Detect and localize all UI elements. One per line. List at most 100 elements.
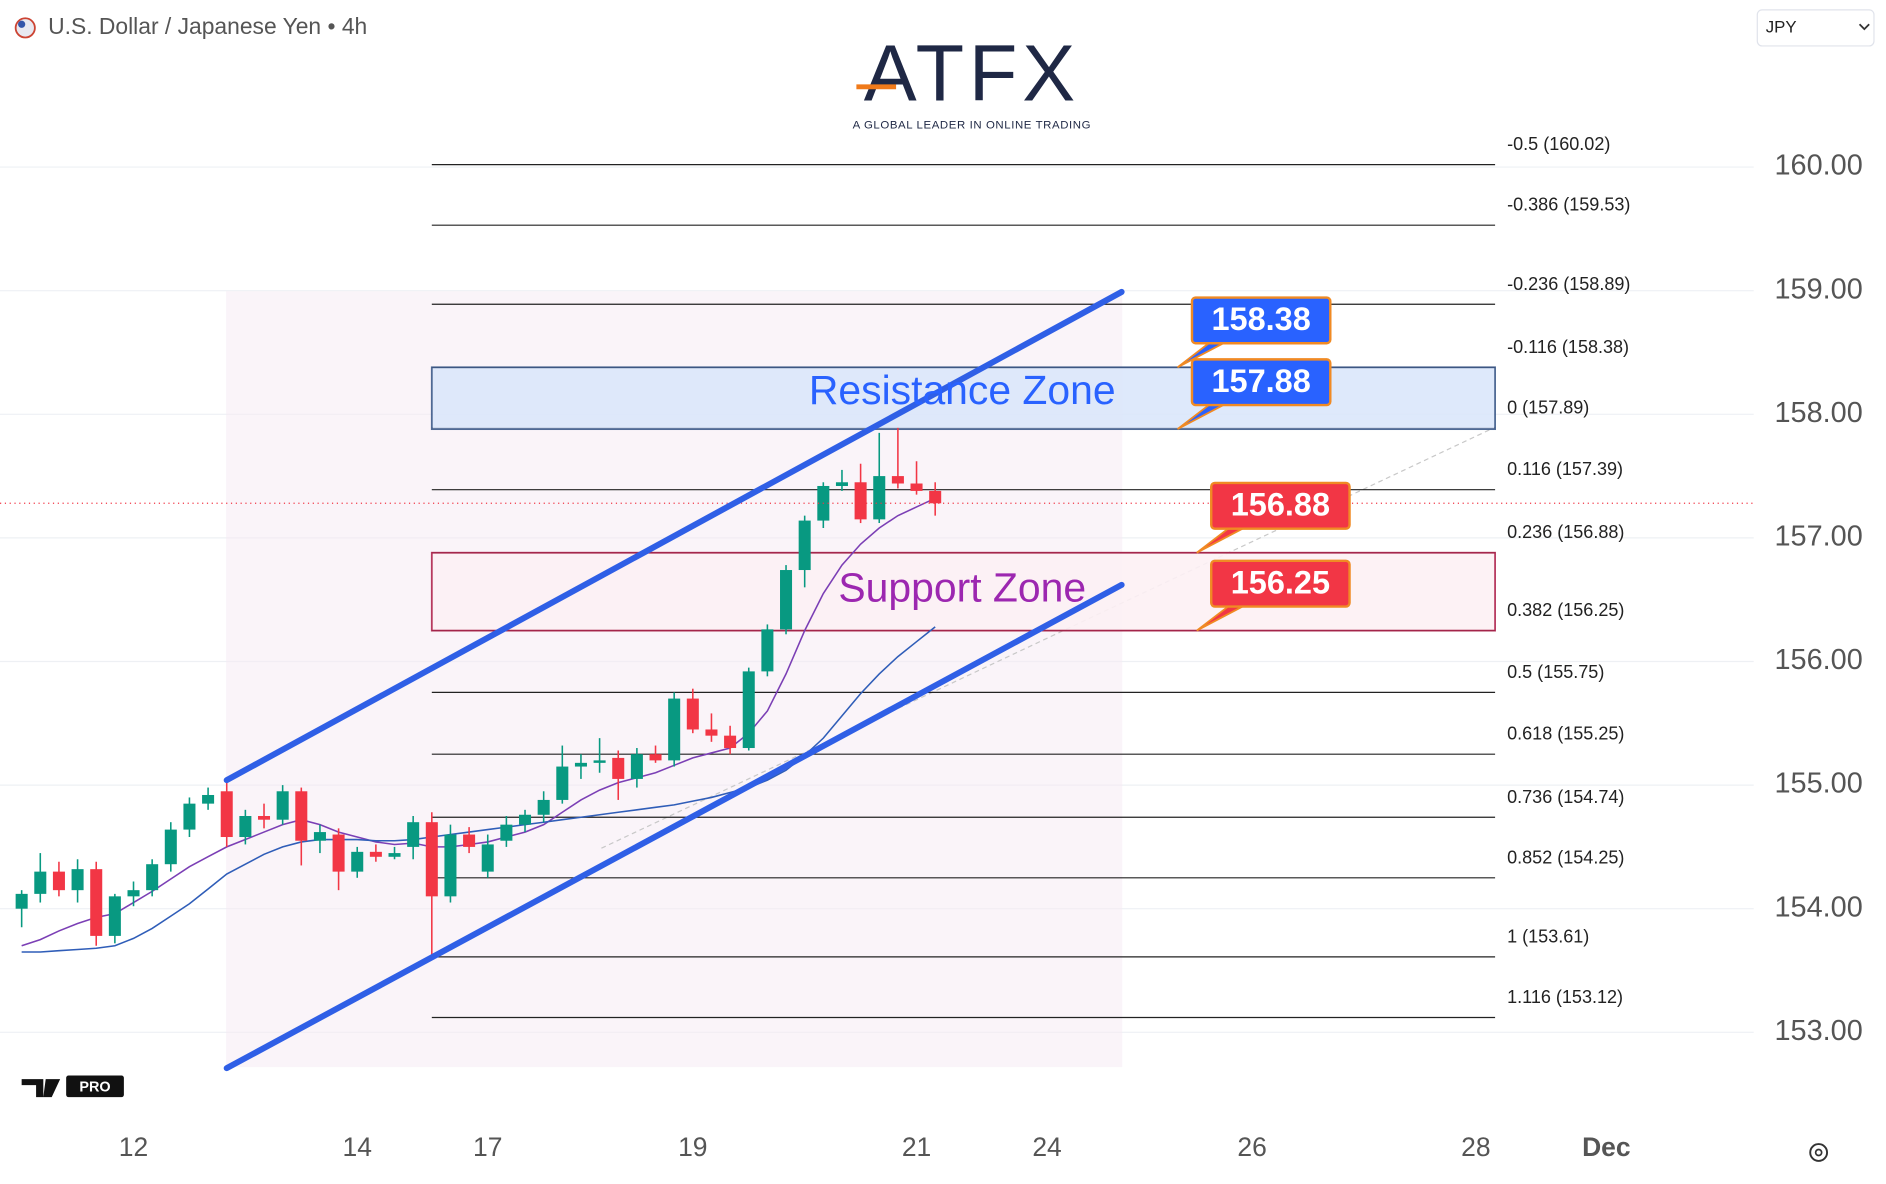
- candle-body: [500, 824, 513, 841]
- x-tick-label: 14: [343, 1132, 372, 1162]
- fib-label: 0.852 (154.25): [1507, 847, 1624, 867]
- settings-icon[interactable]: [1809, 1143, 1829, 1162]
- fib-label: 0 (157.89): [1507, 397, 1589, 417]
- candle-body: [854, 482, 867, 520]
- fib-trend-line: [601, 426, 1496, 849]
- candle-body: [929, 490, 942, 504]
- fib-label: 0.736 (154.74): [1507, 787, 1624, 807]
- candle-body: [71, 869, 84, 891]
- candle-body: [910, 483, 923, 491]
- candle-body: [556, 766, 569, 800]
- pro-label: PRO: [79, 1079, 110, 1095]
- candle-body: [425, 822, 438, 897]
- candle-body: [649, 754, 662, 761]
- y-tick-label: 155.00: [1775, 768, 1863, 800]
- candle-body: [724, 735, 737, 749]
- candle-body: [295, 791, 308, 841]
- y-tick-label: 160.00: [1775, 150, 1863, 182]
- moving-average: [21, 497, 936, 947]
- candle-body: [798, 520, 811, 571]
- candle-body: [351, 851, 364, 872]
- candle-body: [612, 757, 625, 779]
- candle-body: [220, 791, 233, 838]
- candle-body: [668, 698, 681, 761]
- candle-body: [873, 476, 886, 520]
- x-tick-label: Dec: [1582, 1132, 1631, 1162]
- settings-icon-center[interactable]: [1814, 1148, 1823, 1157]
- fib-label: 0.5 (155.75): [1507, 662, 1604, 682]
- candle-body: [705, 729, 718, 736]
- candle-body: [90, 869, 103, 936]
- price-badge-label: 157.88: [1211, 363, 1310, 399]
- x-tick-label: 24: [1032, 1132, 1061, 1162]
- flag-icon-part: [18, 20, 26, 28]
- fib-label: 1 (153.61): [1507, 926, 1589, 946]
- currency-box[interactable]: [1756, 9, 1875, 47]
- y-tick-label: 153.00: [1775, 1015, 1863, 1047]
- currency-chevron[interactable]: [1858, 23, 1870, 31]
- candle-body: [258, 816, 271, 820]
- candle-body: [537, 799, 550, 815]
- candle-body: [593, 760, 606, 763]
- moving-average: [21, 626, 936, 953]
- x-tick-label: 21: [902, 1132, 931, 1162]
- fib-label: 0.382 (156.25): [1507, 600, 1624, 620]
- candle-body: [34, 871, 47, 894]
- price-badges: 158.38 157.88 156.88 156.25: [1176, 296, 1351, 632]
- price-badge-label: 156.25: [1231, 564, 1330, 600]
- candle-body: [332, 834, 345, 872]
- price-badge: [1190, 296, 1332, 345]
- zone-label: Resistance Zone: [809, 367, 1116, 413]
- candles: [0, 427, 1754, 957]
- fib-label: 0.236 (156.88): [1507, 522, 1624, 542]
- fib-label: -0.116 (158.38): [1507, 337, 1629, 357]
- y-tick-label: 158.00: [1775, 397, 1863, 429]
- candle-body: [127, 890, 140, 897]
- candle-body: [183, 803, 196, 830]
- x-tick-label: 28: [1461, 1132, 1490, 1162]
- moving-averages: [21, 497, 936, 953]
- fib-label: -0.5 (160.02): [1507, 134, 1610, 154]
- candle-body: [407, 822, 420, 847]
- fib-label: 1.116 (153.12): [1507, 987, 1623, 1007]
- candle-body: [369, 851, 382, 857]
- fib-label: 0.116 (157.39): [1507, 459, 1623, 479]
- x-tick-label: 26: [1237, 1132, 1266, 1162]
- currency-label[interactable]: JPY: [1766, 17, 1797, 36]
- candle-body: [891, 476, 904, 484]
- candle-body: [481, 844, 494, 872]
- candle-body: [108, 896, 121, 936]
- symbol-title: U.S. Dollar / Japanese Yen • 4h: [48, 13, 367, 39]
- zone-label: Support Zone: [838, 564, 1086, 610]
- price-badge: [1210, 481, 1351, 530]
- candle-body: [630, 754, 643, 779]
- candle-body: [463, 834, 476, 847]
- x-tick-label: 12: [119, 1132, 148, 1162]
- candle-body: [519, 814, 532, 825]
- trendlines: [223, 288, 1125, 1072]
- candle-body: [780, 570, 793, 630]
- pro-badge: [66, 1075, 124, 1098]
- x-tick-label: 19: [678, 1132, 707, 1162]
- trendline: [223, 288, 1125, 784]
- fib-label: -0.386 (159.53): [1507, 195, 1630, 215]
- price-badge-label: 156.88: [1231, 487, 1330, 523]
- candle-body: [444, 834, 457, 897]
- x-tick-label: 17: [473, 1132, 502, 1162]
- candle-body: [239, 816, 252, 838]
- candle-body: [164, 829, 177, 865]
- y-tick-label: 156.00: [1775, 644, 1863, 676]
- candle-body: [761, 629, 774, 672]
- y-tick-label: 157.00: [1775, 521, 1863, 553]
- candle-body: [202, 794, 215, 804]
- tv-logo: [21, 1079, 61, 1098]
- flag-icon: [14, 17, 36, 39]
- logo: ATFX: [864, 29, 1080, 118]
- logo-tagline: A GLOBAL LEADER IN ONLINE TRADING: [853, 119, 1092, 131]
- fib-label: 0.618 (155.25): [1507, 724, 1624, 744]
- candle-body: [313, 832, 326, 841]
- candle-body: [835, 482, 848, 486]
- fib-label: -0.236 (158.89): [1507, 274, 1630, 294]
